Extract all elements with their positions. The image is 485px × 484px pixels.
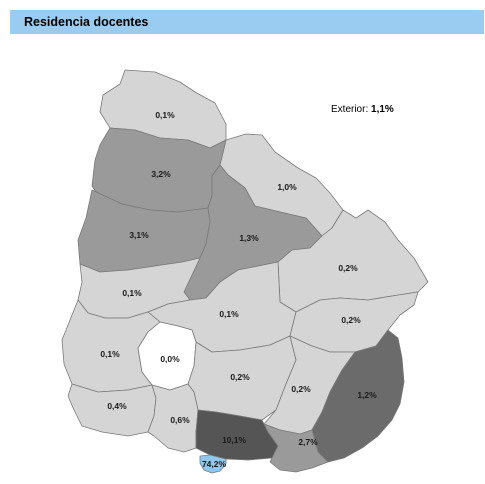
label-rivera: 1,0% — [277, 182, 297, 192]
region-montevideo[interactable] — [199, 454, 227, 474]
region-san-jose[interactable] — [147, 383, 199, 453]
label-colonia: 0,4% — [107, 401, 127, 411]
exterior-note: Exterior: 1,1% — [331, 104, 394, 115]
label-tacuarembo: 1,3% — [239, 233, 259, 243]
page-title: Residencia docentes — [24, 15, 149, 29]
region-maldonado[interactable] — [263, 423, 329, 473]
label-canelones: 10,1% — [222, 435, 247, 445]
label-lavalleja: 0,2% — [291, 384, 311, 394]
exterior-value: 1,1% — [371, 104, 394, 115]
region-rocha[interactable] — [311, 329, 405, 463]
label-rio-negro: 0,1% — [122, 288, 142, 298]
title-bar: Residencia docentes — [10, 10, 484, 34]
label-soriano: 0,1% — [100, 349, 120, 359]
label-montevideo: 74,2% — [202, 459, 227, 469]
label-rocha: 1,2% — [357, 390, 377, 400]
label-artigas: 0,1% — [155, 110, 175, 120]
label-treinta-y-tres: 0,2% — [341, 315, 361, 325]
label-florida: 0,2% — [230, 372, 250, 382]
label-maldonado: 2,7% — [298, 437, 318, 447]
label-san-jose: 0,6% — [170, 415, 190, 425]
label-durazno: 0,1% — [219, 309, 239, 319]
label-paysandu: 3,1% — [129, 230, 149, 240]
label-flores: 0,0% — [160, 354, 180, 364]
label-salto: 3,2% — [151, 169, 171, 179]
exterior-label: Exterior: — [331, 104, 369, 115]
label-cerro-largo: 0,2% — [338, 263, 358, 273]
